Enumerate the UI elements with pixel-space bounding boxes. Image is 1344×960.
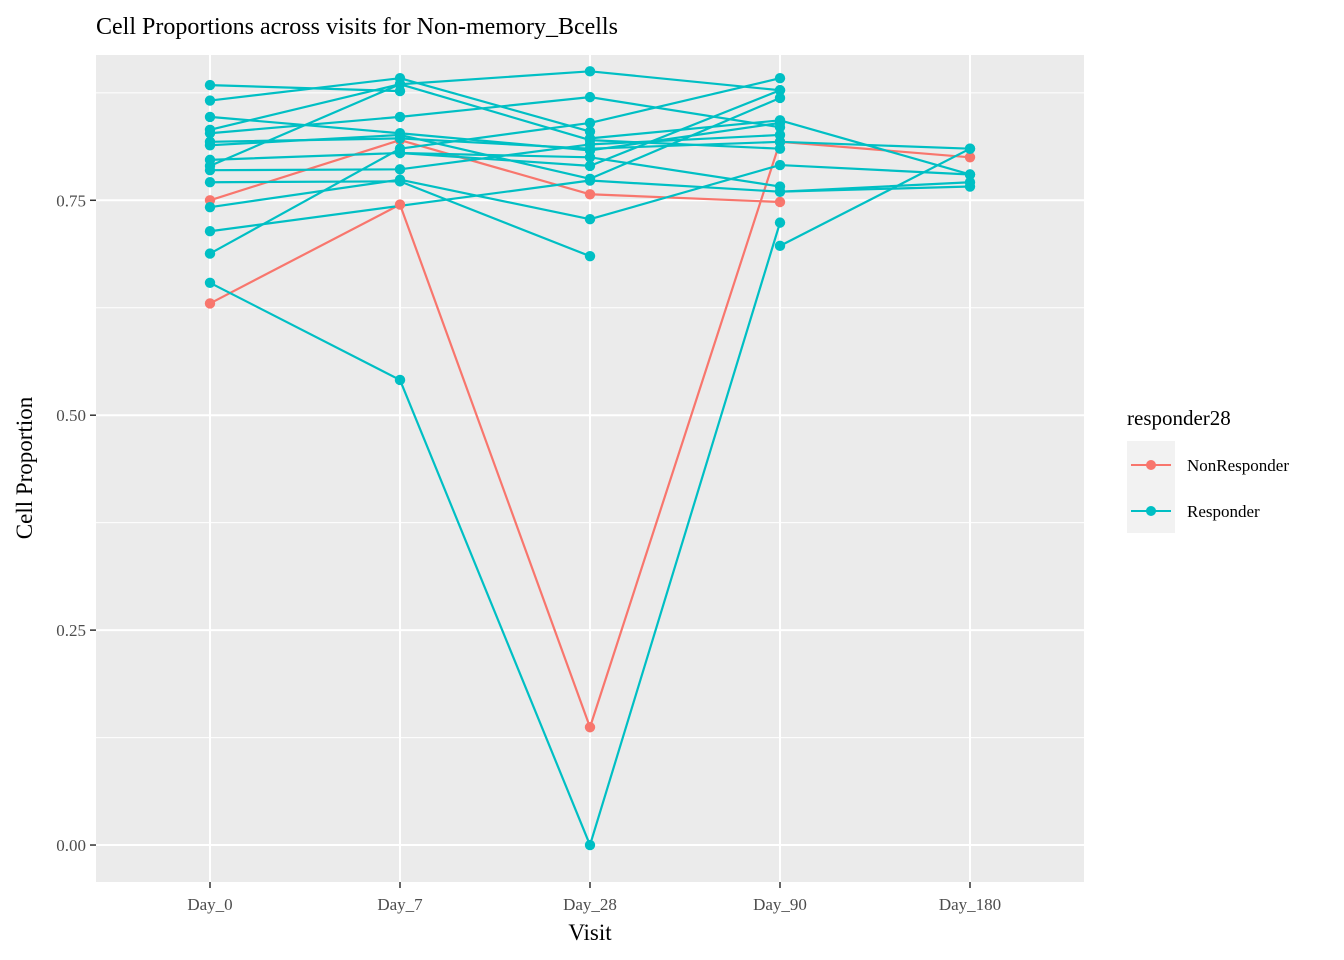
- legend-title: responder28: [1127, 406, 1231, 430]
- data-point: [394, 164, 406, 175]
- x-tick-label: Day_0: [187, 895, 232, 914]
- data-point: [584, 117, 596, 129]
- data-point: [584, 175, 596, 186]
- y-tick-label: 0.00: [56, 836, 86, 855]
- data-point: [774, 73, 786, 84]
- data-point: [964, 181, 976, 192]
- data-point: [584, 152, 596, 163]
- data-point: [204, 164, 216, 176]
- data-point: [774, 115, 786, 126]
- data-point: [394, 147, 406, 159]
- data-point: [394, 199, 406, 210]
- data-point: [584, 160, 596, 172]
- data-point: [584, 213, 596, 225]
- data-point: [584, 66, 596, 77]
- data-point: [204, 79, 216, 91]
- series-line: [209, 83, 401, 93]
- data-point: [394, 111, 406, 123]
- y-tick-label: 0.75: [56, 191, 86, 210]
- series-line: [209, 77, 781, 255]
- data-point: [964, 143, 976, 154]
- legend-key-point: [1146, 460, 1156, 470]
- data-point: [204, 248, 216, 259]
- data-point: [774, 217, 786, 228]
- data-point: [584, 133, 596, 144]
- legend-item-nonresponder[interactable]: NonResponder: [1131, 456, 1289, 475]
- y-axis: 0.00 0.25 0.50 0.75: [56, 191, 96, 855]
- x-axis: Day_0 Day_7 Day_28 Day_90 Day_180: [187, 882, 1001, 914]
- data-point: [204, 177, 216, 188]
- y-axis-title: Cell Proportion: [12, 396, 37, 539]
- data-point: [204, 298, 216, 309]
- data-point: [774, 159, 786, 171]
- x-tick-label: Day_180: [939, 895, 1001, 914]
- data-point: [774, 196, 786, 208]
- data-point: [774, 129, 786, 141]
- data-point: [584, 189, 596, 200]
- data-point: [204, 201, 216, 213]
- legend-label: Responder: [1187, 502, 1260, 521]
- series-line: [209, 222, 782, 847]
- series-line: [209, 89, 781, 167]
- data-point: [774, 85, 786, 96]
- data-point: [584, 250, 596, 262]
- data-point: [584, 839, 596, 851]
- series-line: [209, 70, 781, 167]
- legend-label: NonResponder: [1187, 456, 1289, 475]
- x-tick-label: Day_90: [753, 895, 807, 914]
- data-point: [964, 169, 976, 180]
- legend: responder28 NonResponder Responder: [1127, 406, 1289, 533]
- x-axis-title: Visit: [568, 920, 612, 945]
- series-points: [204, 66, 976, 851]
- x-tick-label: Day_28: [563, 895, 617, 914]
- data-point: [394, 79, 406, 90]
- data-point: [774, 240, 786, 252]
- legend-keys-background: [1127, 441, 1175, 533]
- data-point: [394, 174, 406, 185]
- series-line: [779, 185, 971, 193]
- data-point: [204, 111, 216, 123]
- data-point: [774, 186, 786, 197]
- data-point: [394, 374, 406, 386]
- legend-item-responder[interactable]: Responder: [1131, 502, 1260, 521]
- data-point: [394, 129, 406, 141]
- y-tick-label: 0.50: [56, 406, 86, 425]
- chart-title: Cell Proportions across visits for Non-m…: [96, 14, 618, 40]
- series-line: [209, 133, 781, 172]
- x-tick-label: Day_7: [377, 895, 423, 914]
- data-point: [964, 152, 976, 163]
- data-point: [204, 95, 216, 106]
- data-point: [774, 92, 786, 104]
- data-point: [584, 91, 596, 103]
- data-point: [204, 277, 216, 289]
- series-line: [779, 147, 971, 247]
- y-tick-label: 0.25: [56, 621, 86, 640]
- legend-key-point: [1146, 506, 1156, 516]
- data-point: [204, 226, 216, 237]
- data-point: [204, 140, 216, 151]
- data-point: [204, 128, 216, 139]
- data-point: [584, 722, 596, 733]
